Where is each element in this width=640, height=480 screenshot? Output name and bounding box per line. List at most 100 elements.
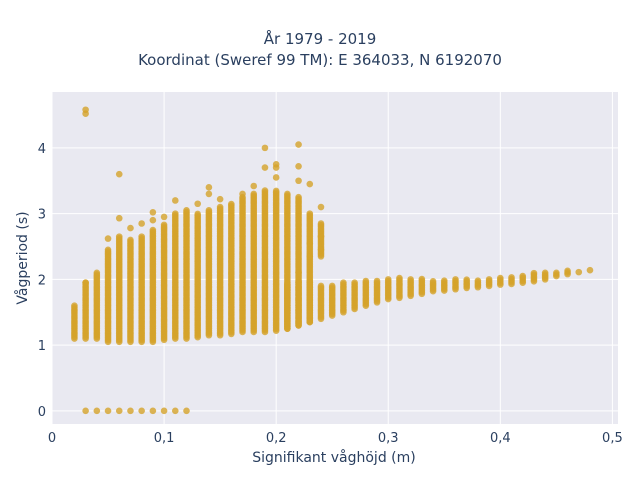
data-point xyxy=(328,282,336,290)
data-point xyxy=(396,274,403,282)
data-point xyxy=(317,282,325,290)
data-point xyxy=(564,267,571,275)
data-point xyxy=(149,216,157,224)
x-axis-title: Signifikant våghöjd (m) xyxy=(252,449,415,466)
data-point xyxy=(440,277,448,284)
data-point-zero xyxy=(82,407,89,415)
data-point xyxy=(351,279,358,286)
data-point xyxy=(295,141,302,148)
data-point-zero xyxy=(127,407,134,415)
x-tick-label: 0,4 xyxy=(490,431,511,446)
data-point xyxy=(407,276,414,283)
data-point xyxy=(183,207,190,214)
data-point xyxy=(149,209,157,216)
data-point xyxy=(306,210,314,217)
y-tick-label: 4 xyxy=(38,142,46,157)
data-point xyxy=(362,277,370,285)
data-point xyxy=(306,180,314,188)
data-point-zero xyxy=(115,407,123,415)
data-point xyxy=(82,279,89,286)
data-point xyxy=(261,164,269,171)
data-point xyxy=(138,233,145,240)
data-point xyxy=(429,278,437,285)
data-point xyxy=(317,246,325,254)
y-tick-label: 2 xyxy=(38,273,46,288)
data-point xyxy=(93,269,101,277)
data-point xyxy=(295,277,302,285)
data-point xyxy=(553,269,560,277)
data-point xyxy=(284,325,291,332)
y-tick-label: 1 xyxy=(38,339,46,354)
data-point xyxy=(250,182,258,190)
data-point xyxy=(284,190,291,198)
data-point xyxy=(127,224,134,232)
data-point xyxy=(71,302,78,309)
data-point xyxy=(373,277,381,285)
plot-area xyxy=(52,92,618,424)
data-point xyxy=(104,246,112,254)
x-tick-label: 0,3 xyxy=(378,431,399,446)
data-point xyxy=(284,280,291,288)
data-point-zero xyxy=(171,407,179,415)
x-tick-label: 0,1 xyxy=(154,431,175,446)
data-point xyxy=(586,266,594,274)
x-tick-label: 0 xyxy=(48,431,56,446)
data-point xyxy=(306,277,314,285)
data-point xyxy=(295,269,302,277)
data-point xyxy=(340,279,347,286)
data-point xyxy=(261,187,269,194)
data-point xyxy=(216,195,224,203)
data-point xyxy=(295,193,302,201)
data-point xyxy=(485,276,493,283)
data-point xyxy=(104,235,112,242)
data-point xyxy=(295,177,302,185)
data-point-zero xyxy=(183,407,190,415)
y-axis-title: Vågperiod (s) xyxy=(14,211,31,304)
data-point xyxy=(115,170,123,178)
data-point-zero xyxy=(93,407,101,415)
data-point xyxy=(171,197,179,204)
data-point xyxy=(194,210,201,218)
data-point xyxy=(463,276,470,284)
data-point xyxy=(82,110,89,117)
x-tick-label: 0,5 xyxy=(602,431,623,446)
data-point xyxy=(205,190,213,198)
data-point xyxy=(272,187,280,195)
data-point xyxy=(306,253,314,260)
data-point xyxy=(160,221,168,229)
data-point xyxy=(317,233,325,240)
x-axis-ticks: 0 0,1 0,2 0,3 0,4 0,5 xyxy=(48,431,623,446)
data-point xyxy=(138,220,145,227)
y-tick-label: 3 xyxy=(38,208,46,223)
y-axis-ticks: 0 1 2 3 4 xyxy=(38,142,46,420)
data-points xyxy=(71,106,594,415)
data-point xyxy=(149,226,157,234)
data-point xyxy=(575,268,583,276)
y-tick-label: 0 xyxy=(38,405,46,420)
data-point xyxy=(306,239,314,247)
data-point xyxy=(497,274,504,282)
data-point xyxy=(541,269,549,277)
data-point xyxy=(250,190,258,198)
data-point-zero xyxy=(160,407,168,415)
data-point xyxy=(228,200,235,208)
data-point xyxy=(519,272,527,280)
data-point xyxy=(194,200,201,208)
data-point-zero xyxy=(149,407,157,415)
data-point xyxy=(205,207,213,214)
chart-title-line-2: Koordinat (Sweref 99 TM): E 364033, N 61… xyxy=(138,51,502,69)
data-point-zero xyxy=(104,407,112,415)
data-point xyxy=(295,162,302,170)
data-point xyxy=(418,275,426,283)
data-point xyxy=(115,233,123,240)
chart-title-line-1: År 1979 - 2019 xyxy=(263,30,377,48)
data-point xyxy=(452,276,459,283)
data-point xyxy=(171,210,179,217)
data-point xyxy=(317,203,325,211)
gridlines xyxy=(51,92,618,424)
data-point xyxy=(160,213,168,221)
x-tick-label: 0,2 xyxy=(266,431,287,446)
data-point xyxy=(216,203,224,211)
data-point xyxy=(508,274,515,281)
